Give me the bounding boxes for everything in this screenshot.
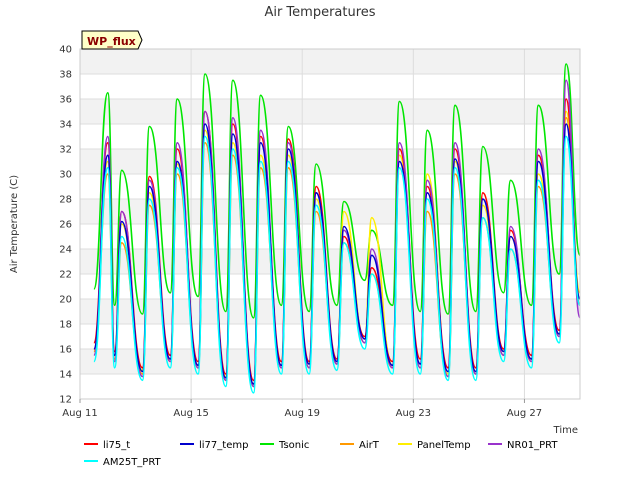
plot-band	[80, 149, 580, 174]
legend: li75_t li77_temp Tsonic AirT PanelTemp NR01_P…	[84, 440, 558, 468]
legend-label-airt: AirT	[359, 440, 380, 451]
legend-label-li75-t: li75_t	[103, 440, 130, 451]
y-tick-label: 14	[59, 370, 72, 381]
station-badge-label: WP_flux	[87, 35, 136, 48]
plot-frame	[79, 48, 581, 400]
y-tick-label: 30	[59, 170, 72, 181]
station-badge: WP_flux	[81, 30, 143, 50]
x-tick-label: Aug 23	[396, 408, 431, 419]
legend-label-tsonic: Tsonic	[278, 440, 309, 451]
legend-label-li77-temp: li77_temp	[199, 440, 248, 451]
plot-band	[80, 99, 580, 124]
x-tick-label: Aug 11	[62, 408, 97, 419]
y-tick-label: 38	[59, 70, 72, 81]
plot-band	[80, 49, 580, 74]
x-tick-label: Aug 15	[173, 408, 208, 419]
y-tick-label: 32	[59, 145, 72, 156]
legend-label-am25t-prt: AM25T_PRT	[103, 457, 162, 468]
station-badge-box	[81, 30, 143, 50]
x-tick-label: Aug 27	[507, 408, 542, 419]
y-tick-label: 28	[59, 195, 72, 206]
plot-band	[80, 174, 580, 199]
y-tick-label: 20	[59, 295, 72, 306]
y-tick-label: 18	[59, 320, 72, 331]
plot-background	[80, 49, 580, 399]
legend-label-nr01-prt: NR01_PRT	[507, 440, 558, 451]
y-tick-label: 22	[59, 270, 72, 281]
series-line-li77-temp	[93, 123, 581, 385]
y-axis-label: Air Temperature (C)	[9, 175, 20, 273]
legend-label-paneltemp: PanelTemp	[417, 440, 471, 451]
x-axis-ticks: Aug 11 Aug 15 Aug 19 Aug 23 Aug 27	[62, 399, 542, 419]
x-axis-label: Time	[553, 425, 578, 436]
series-line-tsonic	[93, 63, 581, 319]
chart-title: Air Temperatures	[264, 5, 375, 20]
y-tick-label: 40	[59, 45, 72, 56]
plot-band	[80, 74, 580, 99]
series-layer	[93, 63, 581, 394]
plot-band	[80, 224, 580, 249]
y-tick-label: 24	[59, 245, 72, 256]
x-tick-label: Aug 19	[285, 408, 320, 419]
plot-band	[80, 349, 580, 374]
y-tick-label: 12	[59, 395, 72, 406]
y-axis-ticks: 12 14 16 18 20 22 24 26 28 30 32 34 36 38 40	[59, 45, 72, 406]
series-line-am25t-prt	[93, 135, 581, 394]
plot-band	[80, 199, 580, 224]
plot-band	[80, 124, 580, 149]
y-tick-label: 26	[59, 220, 72, 231]
y-tick-label: 36	[59, 95, 72, 106]
plot-band	[80, 374, 580, 399]
y-tick-label: 16	[59, 345, 72, 356]
y-tick-label: 34	[59, 120, 72, 131]
